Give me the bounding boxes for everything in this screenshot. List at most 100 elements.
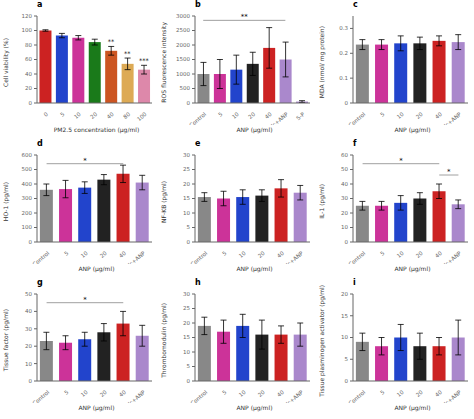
svg-text:400: 400 — [22, 181, 33, 187]
svg-text:5: 5 — [221, 389, 228, 396]
svg-text:0: 0 — [187, 378, 191, 384]
svg-text:0.1: 0.1 — [339, 75, 348, 81]
svg-text:0: 0 — [43, 111, 50, 118]
svg-text:100: 100 — [136, 111, 148, 123]
svg-text:40: 40 — [25, 71, 32, 77]
svg-text:40: 40 — [434, 389, 444, 398]
svg-text:5: 5 — [379, 111, 386, 118]
svg-text:*: * — [447, 168, 451, 176]
svg-text:10: 10 — [183, 210, 190, 216]
svg-text:40: 40 — [341, 181, 348, 187]
svg-text:10: 10 — [341, 224, 348, 230]
svg-text:Vc+ANP: Vc+ANP — [283, 250, 305, 264]
svg-text:*: * — [83, 157, 87, 165]
svg-text:10: 10 — [80, 250, 90, 259]
svg-text:2000: 2000 — [176, 42, 190, 48]
svg-text:Control: Control — [347, 389, 366, 403]
svg-text:Vc+ANP: Vc+ANP — [268, 111, 290, 125]
svg-text:20: 20 — [415, 250, 425, 259]
svg-text:5: 5 — [63, 250, 70, 257]
svg-text:30: 30 — [183, 291, 190, 297]
svg-text:10: 10 — [183, 349, 190, 355]
svg-text:10: 10 — [396, 250, 406, 259]
svg-text:120: 120 — [22, 13, 33, 19]
svg-text:Vc+ANP: Vc+ANP — [125, 250, 147, 264]
svg-text:Control: Control — [31, 389, 50, 403]
svg-text:*: * — [83, 296, 87, 304]
svg-text:100: 100 — [22, 224, 33, 230]
svg-text:10: 10 — [231, 111, 241, 120]
svg-text:40: 40 — [434, 250, 444, 259]
svg-text:Vc+ANP: Vc+ANP — [125, 389, 147, 403]
svg-text:50: 50 — [341, 166, 348, 172]
svg-text:5: 5 — [59, 111, 66, 118]
svg-text:20: 20 — [25, 85, 32, 91]
svg-text:80: 80 — [122, 111, 132, 120]
svg-text:5: 5 — [63, 389, 70, 396]
svg-text:20: 20 — [99, 250, 109, 259]
svg-text:0: 0 — [29, 378, 33, 384]
svg-text:20: 20 — [415, 389, 425, 398]
svg-text:0: 0 — [29, 100, 33, 106]
svg-text:**: ** — [241, 13, 249, 21]
svg-text:Vc+ANP: Vc+ANP — [283, 389, 305, 403]
svg-text:15: 15 — [183, 195, 190, 201]
svg-text:25: 25 — [183, 305, 190, 311]
svg-text:20: 20 — [257, 250, 267, 259]
svg-text:40: 40 — [118, 389, 128, 398]
svg-text:500: 500 — [180, 85, 191, 91]
svg-text:5: 5 — [187, 363, 191, 369]
svg-text:500: 500 — [22, 166, 33, 172]
svg-text:40: 40 — [25, 308, 32, 314]
svg-text:Control: Control — [31, 250, 50, 264]
svg-text:30: 30 — [341, 195, 348, 201]
svg-text:1500: 1500 — [176, 56, 190, 62]
svg-text:10: 10 — [80, 389, 90, 398]
svg-text:**: ** — [108, 38, 115, 46]
svg-text:3000: 3000 — [176, 13, 190, 19]
svg-text:100: 100 — [22, 27, 33, 33]
svg-text:20: 20 — [257, 389, 267, 398]
svg-text:200: 200 — [22, 210, 33, 216]
svg-text:50: 50 — [25, 291, 32, 297]
svg-text:15: 15 — [341, 313, 348, 319]
svg-text:40: 40 — [276, 250, 286, 259]
svg-text:Vc+ANP: Vc+ANP — [441, 111, 463, 125]
svg-text:0: 0 — [345, 378, 349, 384]
svg-text:1000: 1000 — [176, 71, 190, 77]
svg-text:5: 5 — [345, 356, 349, 362]
svg-text:Control: Control — [347, 250, 366, 264]
svg-text:40: 40 — [276, 389, 286, 398]
svg-text:20: 20 — [341, 210, 348, 216]
svg-text:0: 0 — [187, 239, 191, 245]
svg-text:S-P: S-P — [295, 111, 306, 122]
svg-text:5: 5 — [217, 111, 224, 118]
svg-text:10: 10 — [341, 334, 348, 340]
svg-text:0: 0 — [29, 239, 33, 245]
svg-text:60: 60 — [25, 56, 32, 62]
svg-text:Control: Control — [347, 111, 366, 125]
svg-text:Control: Control — [189, 389, 208, 403]
svg-text:***: *** — [139, 57, 150, 65]
svg-text:5: 5 — [379, 389, 386, 396]
svg-text:20: 20 — [415, 111, 425, 120]
svg-text:20: 20 — [247, 111, 257, 120]
svg-text:0.3: 0.3 — [339, 25, 348, 31]
svg-text:40: 40 — [118, 250, 128, 259]
svg-text:0: 0 — [345, 239, 349, 245]
svg-text:20: 20 — [341, 291, 348, 297]
svg-text:Control: Control — [188, 111, 207, 125]
svg-text:20: 20 — [89, 111, 99, 120]
svg-text:Vc+ANP: Vc+ANP — [441, 250, 463, 264]
svg-text:Control: Control — [189, 250, 208, 264]
svg-text:300: 300 — [22, 195, 33, 201]
svg-text:2500: 2500 — [176, 27, 190, 33]
svg-text:5: 5 — [379, 250, 386, 257]
svg-text:10: 10 — [396, 111, 406, 120]
svg-text:0.2: 0.2 — [339, 50, 348, 56]
svg-text:40: 40 — [264, 111, 274, 120]
svg-text:600: 600 — [22, 152, 33, 158]
svg-text:10: 10 — [238, 250, 248, 259]
svg-text:10: 10 — [73, 111, 83, 120]
svg-text:60: 60 — [341, 152, 348, 158]
